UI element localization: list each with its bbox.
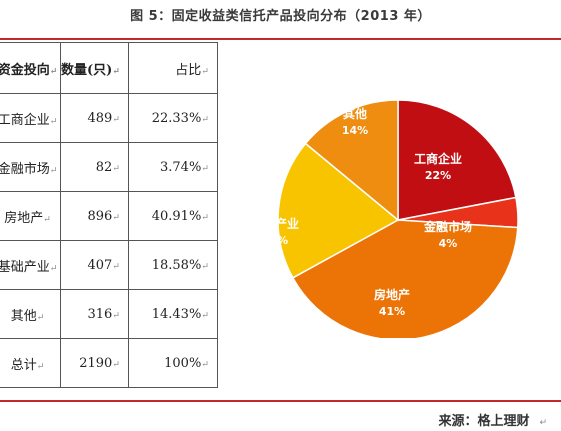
table-row: 总计↵ 2190↵ 100%↵ xyxy=(0,338,218,388)
data-table: 资金投向↵ 数量(只)↵ 占比↵ 工商企业↵ 489↵ 22.33%↵ 金融市场↵ 82↵ 3.… xyxy=(0,42,218,388)
cell-text: 407 xyxy=(87,257,113,273)
table-cell: 房地产↵ xyxy=(0,191,61,241)
table-row: 金融市场↵ 82↵ 3.74%↵ xyxy=(0,142,218,192)
paragraph-mark-icon: ↵ xyxy=(49,66,58,77)
source-text: 来源：格上理财 xyxy=(438,414,530,429)
cell-text: 房地产 xyxy=(4,210,44,226)
table-cell: 489↵ xyxy=(60,93,129,143)
table-cell: 100%↵ xyxy=(127,338,218,388)
paragraph-mark-icon: ↵ xyxy=(43,214,51,225)
paragraph-mark-icon: ↵ xyxy=(49,116,58,127)
pie-slice xyxy=(277,142,400,279)
table-cell: 18.58%↵ xyxy=(127,240,218,290)
slice-percent-label: 14% xyxy=(342,124,368,137)
cell-text: 2190 xyxy=(79,355,113,371)
paragraph-mark-icon: ↵ xyxy=(112,310,120,321)
cell-text: 资金投向 xyxy=(0,62,50,78)
cell-text: 占比 xyxy=(175,62,202,78)
cell-text: 896 xyxy=(87,208,113,224)
table-cell: 316↵ xyxy=(60,289,129,339)
paragraph-mark-icon: ↵ xyxy=(112,66,120,77)
paragraph-mark-icon: ↵ xyxy=(201,310,209,321)
cell-text: 数量(只) xyxy=(61,62,113,78)
paragraph-mark-icon: ↵ xyxy=(112,163,120,174)
table-cell: 22.33%↵ xyxy=(127,93,218,143)
cell-text: 3.74% xyxy=(160,159,202,175)
table-cell: 工商企业↵ xyxy=(0,93,61,143)
top-rule xyxy=(0,38,561,40)
cell-text: 316 xyxy=(87,306,113,322)
pie-slice xyxy=(291,219,519,338)
cell-text: 总计 xyxy=(10,357,37,373)
cell-text: 82 xyxy=(95,159,113,175)
pie-slice xyxy=(304,99,399,222)
cell-text: 金融市场 xyxy=(0,161,50,177)
bottom-rule xyxy=(0,400,561,402)
cell-text: 其他 xyxy=(10,308,37,324)
slice-percent-label: 22% xyxy=(425,169,451,182)
chart-title: 图 5：固定收益类信托产品投向分布（2013 年） xyxy=(130,9,431,24)
table-cell: 总计↵ xyxy=(0,338,61,388)
slice-label: 房地产 xyxy=(374,287,410,302)
paragraph-mark-icon: ↵ xyxy=(201,261,209,272)
table-header-cell: 资金投向↵ xyxy=(0,42,61,94)
slice-percent-label: 41% xyxy=(379,305,405,318)
slice-percent-label: 4% xyxy=(439,237,458,250)
table-cell: 407↵ xyxy=(60,240,129,290)
paragraph-mark-icon: ↵ xyxy=(201,163,209,174)
table-header-cell: 数量(只)↵ xyxy=(60,42,129,94)
paragraph-mark-icon: ↵ xyxy=(36,312,45,323)
table-cell: 14.43%↵ xyxy=(127,289,218,339)
table-cell: 金融市场↵ xyxy=(0,142,61,192)
table-cell: 40.91%↵ xyxy=(127,191,218,241)
table-row: 基础产业↵ 407↵ 18.58%↵ xyxy=(0,240,218,290)
slice-label: 金融市场 xyxy=(423,219,472,234)
table-header-cell: 占比↵ xyxy=(127,42,218,94)
cell-text: 14.43% xyxy=(151,306,202,322)
paragraph-mark-icon: ↵ xyxy=(201,66,209,77)
table-header-row: 资金投向↵ 数量(只)↵ 占比↵ xyxy=(0,42,218,94)
slice-label: 工商企业 xyxy=(414,151,462,166)
paragraph-mark-icon: ↵ xyxy=(112,261,120,272)
source-note: 来源：格上理财 ↵ xyxy=(438,410,547,429)
cell-text: 100% xyxy=(164,355,202,371)
table-cell: 3.74%↵ xyxy=(127,142,218,192)
paragraph-mark-icon: ↵ xyxy=(201,114,209,125)
cell-text: 22.33% xyxy=(151,110,202,126)
pie-chart: 工商企业 22% 金融市场 4% 房地产 41% 基础产业 19% 其他 14% xyxy=(250,99,519,338)
paragraph-mark-icon: ↵ xyxy=(201,359,209,370)
cell-text: 40.91% xyxy=(151,208,202,224)
paragraph-mark-icon: ↵ xyxy=(201,212,209,223)
paragraph-mark-icon: ↵ xyxy=(112,359,120,370)
pie-slice xyxy=(397,99,517,221)
slice-percent-label: 19% xyxy=(262,234,288,247)
table-cell: 896↵ xyxy=(60,191,129,241)
slice-label: 基础产业 xyxy=(250,216,299,231)
paragraph-mark-icon: ↵ xyxy=(539,418,547,428)
cell-text: 工商企业 xyxy=(0,112,50,128)
table-cell: 基础产业↵ xyxy=(0,240,61,290)
table-cell: 其他↵ xyxy=(0,289,61,339)
table-cell: 2190↵ xyxy=(60,338,129,388)
paragraph-mark-icon: ↵ xyxy=(49,165,58,176)
table-row: 房地产↵ 896↵ 40.91%↵ xyxy=(0,191,218,241)
paragraph-mark-icon: ↵ xyxy=(49,263,58,274)
table-cell: 82↵ xyxy=(60,142,129,192)
paragraph-mark-icon: ↵ xyxy=(112,212,120,223)
table-body: 资金投向↵ 数量(只)↵ 占比↵ 工商企业↵ 489↵ 22.33%↵ 金融市场↵ 82↵ 3.… xyxy=(0,42,218,388)
cell-text: 18.58% xyxy=(151,257,202,273)
table-row: 工商企业↵ 489↵ 22.33%↵ xyxy=(0,93,218,143)
table-row: 其他↵ 316↵ 14.43%↵ xyxy=(0,289,218,339)
slice-label: 其他 xyxy=(343,106,367,121)
paragraph-mark-icon: ↵ xyxy=(112,114,120,125)
cell-text: 基础产业 xyxy=(0,259,50,275)
cell-text: 489 xyxy=(87,110,113,126)
paragraph-mark-icon: ↵ xyxy=(36,361,45,372)
